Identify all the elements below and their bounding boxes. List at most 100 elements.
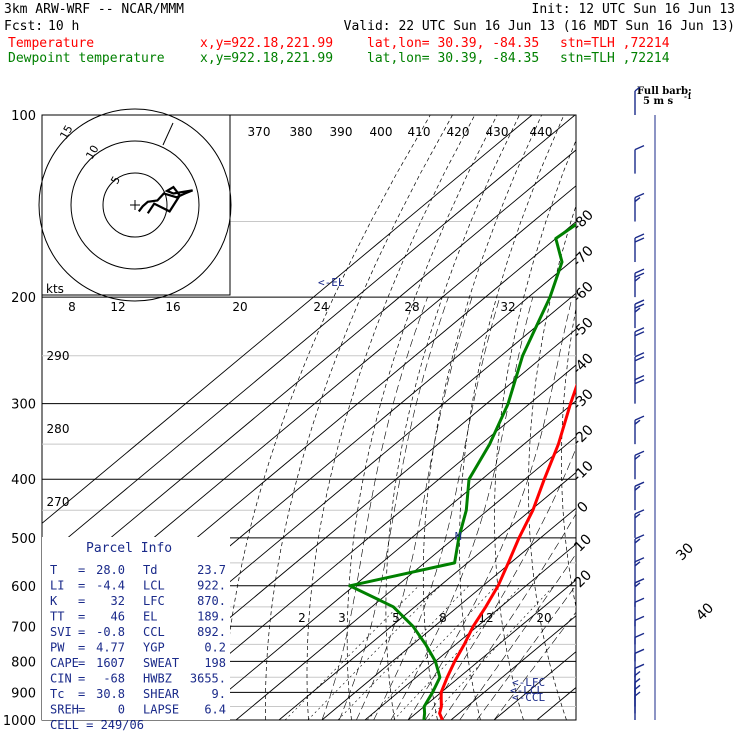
mixing-ratio-tick: 8 — [439, 611, 447, 625]
dry-adiabat — [385, 115, 520, 720]
mixing-ratio-tick: 20 — [536, 611, 551, 625]
moist-adiabat — [338, 297, 449, 720]
parcel-eq: = — [78, 594, 85, 608]
isotherm — [42, 149, 576, 596]
parcel-label: EL — [143, 610, 157, 624]
moist-adiabat — [424, 447, 576, 720]
moist-adiabat — [390, 297, 534, 720]
parcel-value: 6.4 — [204, 703, 226, 717]
parcel-label: CIN — [50, 672, 72, 686]
parcel-label: LAPSE — [143, 703, 179, 717]
wind-barb-flag — [634, 307, 641, 313]
dry-adiabat — [528, 204, 576, 720]
dry-adiabat — [306, 115, 476, 720]
wind-barb-flag — [634, 632, 645, 639]
pressure-tick-600: 600 — [11, 580, 36, 595]
dew-latlon: lat,lon= 30.39, -84.35 — [367, 51, 539, 66]
parcel-label: Tc — [50, 687, 64, 701]
lcl-marker: <-LCL — [510, 684, 543, 697]
parcel-value: 32 — [111, 594, 125, 608]
parcel-label: HWBZ — [143, 672, 172, 686]
parcel-value: 1607 — [96, 656, 125, 670]
wind-barb-flag — [634, 237, 645, 243]
moist-adiabat — [373, 297, 501, 720]
parcel-value: 4.77 — [96, 641, 125, 655]
wind-barb-flag — [634, 268, 645, 274]
isotherm — [364, 543, 576, 720]
wind-barb-flag — [634, 509, 645, 515]
dry-adiabat — [346, 115, 498, 720]
moist-adiabat — [442, 513, 576, 720]
parcel-value: 870. — [197, 594, 226, 608]
parcel-value: 28.0 — [96, 563, 125, 577]
wind-barb-flag — [634, 144, 645, 151]
parcel-eq: = — [78, 656, 85, 670]
wind-barb-flag — [634, 327, 645, 333]
wind-barb-flag — [634, 578, 645, 584]
temp-tick: -70 — [569, 243, 596, 270]
wind-barb-flag — [634, 331, 645, 337]
dry-adiabat — [222, 115, 431, 720]
parcel-info-panel: Parcel Info T 28.0 Td 23.7 = LI -4.4 LCL 922. = K 3… — [42, 537, 230, 732]
wind-barb-flag — [634, 691, 641, 697]
legend-dewpoint: Dewpoint temperature — [8, 51, 165, 66]
wind-barb-flag — [634, 419, 641, 425]
pressure-tick-700: 700 — [11, 620, 36, 635]
parcel-value: -0.8 — [96, 625, 125, 639]
lfc-marker: <-LFC — [512, 676, 545, 689]
theta-tick: 380 — [290, 125, 313, 139]
hodograph-units: kts — [46, 282, 64, 296]
mixing-ratio-tick: 24 — [313, 300, 328, 314]
theta-tick: 410 — [408, 125, 431, 139]
wind-barb-flag — [634, 615, 645, 622]
parcel-label: T — [50, 563, 57, 577]
mixing-ratio-tick: 2 — [298, 611, 306, 625]
pressure-tick-300: 300 — [11, 398, 36, 413]
mixing-ratio-line — [284, 585, 420, 720]
el-marker: <-EL — [318, 276, 345, 289]
wind-barb-flag — [634, 454, 641, 460]
temp-tick: -40 — [569, 350, 596, 377]
pressure-tick-800: 800 — [11, 655, 36, 670]
temp-tick: 20 — [571, 567, 595, 591]
parcel-label: Td — [143, 563, 157, 577]
pressure-tick-1000: 1000 — [3, 714, 36, 729]
wind-barb-flag — [634, 561, 641, 567]
barb-legend-value: 5 m s — [643, 96, 674, 107]
dry-adiabat — [713, 115, 740, 720]
theta-tick: 390 — [330, 125, 353, 139]
mixing-ratio-line — [337, 585, 470, 720]
wind-barb-flag — [634, 684, 641, 690]
hodograph-ring-label: 10 — [83, 143, 101, 162]
wind-barbs — [634, 86, 656, 720]
isotherm — [278, 471, 576, 720]
isotherm — [450, 615, 576, 720]
moist-adiabat — [493, 611, 576, 720]
temp-tick: -50 — [569, 315, 596, 342]
parcel-value: 892. — [197, 625, 226, 639]
wind-barb-flag — [634, 196, 641, 203]
isotherm — [42, 115, 533, 524]
parcel-value: 3655. — [190, 672, 226, 686]
parcel-value: -68 — [103, 672, 125, 686]
profile-lines — [348, 222, 576, 720]
pressure-tick-400: 400 — [11, 473, 36, 488]
mixing-ratio-tick: 3 — [338, 611, 346, 625]
parcel-value: 46 — [111, 610, 125, 624]
parcel-value: 9. — [212, 687, 226, 701]
parcel-value: 922. — [197, 579, 226, 593]
wind-barb-flag — [634, 192, 645, 199]
parcel-eq: = — [78, 610, 85, 624]
mixing-ratio-tick: 32 — [500, 300, 515, 314]
isotherm — [407, 579, 576, 720]
parcel-value: 0.2 — [204, 641, 226, 655]
mixing-ratio-tick: 5 — [392, 611, 400, 625]
hodograph-trace — [137, 185, 194, 214]
mixing-ratio-tick: 20 — [232, 300, 247, 314]
wind-barb-flag — [634, 450, 645, 456]
mixing-ratio-tick: 12 — [110, 300, 125, 314]
wind-barb-flag — [634, 303, 645, 309]
parcel-eq: = — [78, 563, 85, 577]
theta-tick: 440 — [530, 125, 553, 139]
parcel-eq: = — [78, 579, 85, 593]
